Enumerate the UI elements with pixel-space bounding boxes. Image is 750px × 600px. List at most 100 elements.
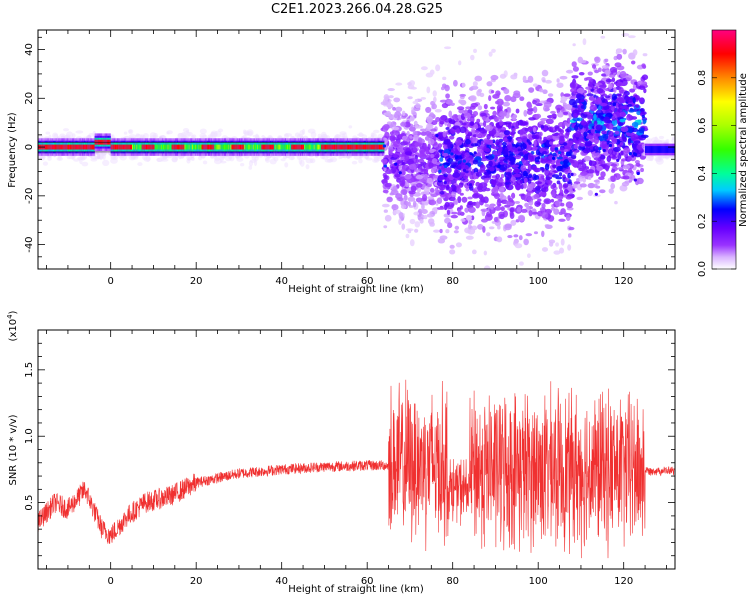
spectrogram-cell <box>613 95 618 100</box>
spectrogram-carrier <box>225 144 227 150</box>
spectrogram-carrier <box>290 144 292 150</box>
spectrogram-cell <box>605 78 613 83</box>
spectrogram-carrier <box>345 144 347 150</box>
spectrogram-carrier <box>355 144 357 150</box>
spectrogram-cell <box>446 184 450 190</box>
spectrogram-carrier <box>324 144 326 150</box>
spectrogram-cell <box>443 46 452 50</box>
spectrogram-cell <box>426 86 431 94</box>
spectrogram-cell <box>426 177 433 184</box>
spectrogram-carrier <box>332 144 335 150</box>
spectrogram-carrier <box>242 144 244 150</box>
spectrogram-cell <box>611 116 616 121</box>
spectrogram-cell <box>579 59 587 64</box>
spectrogram-carrier <box>93 144 95 150</box>
spectrogram-cell <box>449 244 455 249</box>
spectrogram-cell <box>633 140 641 144</box>
spectrogram-carrier <box>191 144 194 150</box>
spectrogram-carrier <box>367 144 369 150</box>
spectrogram-cell <box>445 127 450 131</box>
spectrogram-carrier <box>365 144 367 150</box>
spectrogram-cell <box>616 96 625 104</box>
spectrogram-carrier <box>127 144 129 150</box>
spectrogram-cell <box>407 81 412 86</box>
spectrogram-carrier <box>331 144 334 150</box>
spectrogram-carrier <box>158 144 160 150</box>
spectrogram-carrier <box>130 144 133 150</box>
spectrogram-cell <box>71 155 76 160</box>
spectrogram-cell <box>582 148 591 154</box>
spectrogram-cell <box>496 104 503 112</box>
spectrogram-cell <box>467 196 473 200</box>
spectrogram-carrier <box>199 144 201 150</box>
spectrogram-cell <box>468 206 476 214</box>
spectrogram-carrier <box>126 144 128 150</box>
spectrogram-cell <box>383 174 388 180</box>
spectrogram-cell <box>273 156 279 162</box>
spectrogram-cell <box>545 118 554 125</box>
spectrogram-cell <box>521 121 529 126</box>
spectrogram-cell <box>468 220 473 225</box>
spectrogram-cell <box>185 129 190 134</box>
spectrogram-carrier <box>358 144 360 150</box>
spectrogram-carrier <box>195 144 197 150</box>
spectrogram-cell <box>284 162 289 168</box>
spectrogram-cell <box>558 172 563 177</box>
spectrogram-cell <box>552 133 559 137</box>
spectrogram-cell <box>401 223 406 230</box>
spectrogram-carrier <box>338 144 340 150</box>
spectrogram-cell <box>593 113 597 121</box>
spectrogram-cell <box>448 119 456 125</box>
spectrogram-carrier <box>363 144 366 150</box>
spectrogram-cell <box>533 139 537 147</box>
spectrogram-cell <box>595 124 603 131</box>
spectrogram-cell <box>570 154 577 160</box>
spectrogram-carrier <box>85 144 87 150</box>
spectrogram-cell <box>496 236 503 243</box>
spectrogram-cell <box>523 109 528 117</box>
spectrogram-carrier <box>380 144 382 150</box>
spectrogram-carrier <box>205 144 207 150</box>
spectrogram-carrier <box>267 144 269 150</box>
spectrogram-cell <box>58 155 62 161</box>
spectrogram-carrier <box>230 144 232 150</box>
spectrogram-carrier <box>222 144 225 150</box>
spectrogram-cell <box>492 145 499 150</box>
spectrogram-cell <box>569 81 576 89</box>
spectrogram-cell <box>351 160 358 165</box>
spectrogram-cell <box>611 137 618 145</box>
spectrogram-cell <box>401 179 406 186</box>
spectrogram-cell <box>516 148 524 152</box>
spectrogram-cell <box>515 108 520 114</box>
spectrogram-cell <box>571 75 579 79</box>
spectrogram-carrier <box>170 144 172 150</box>
spectrogram-carrier <box>359 144 361 150</box>
spectrogram-carrier <box>284 144 287 150</box>
spectrogram-cell <box>81 161 89 167</box>
spectrogram-cell <box>475 181 481 187</box>
spectrogram-carrier <box>87 144 89 150</box>
spectrogram-cell <box>489 106 496 110</box>
spectrogram-cell <box>430 128 437 132</box>
spectrogram-cell <box>477 224 484 230</box>
spectrogram-cell <box>491 192 495 196</box>
spectrogram-carrier <box>189 144 191 150</box>
spectrogram-carrier <box>120 144 122 150</box>
spectrogram-carrier <box>160 144 163 150</box>
spectrogram-carrier <box>217 144 219 150</box>
spectrogram-cell <box>573 144 579 149</box>
spectrogram-cell <box>655 157 663 162</box>
spectrogram-cell <box>504 121 512 125</box>
spectrogram-cell <box>488 226 495 230</box>
spectrogram-carrier <box>278 144 280 150</box>
spectrogram-cell <box>415 103 421 109</box>
spectrogram-cell <box>591 150 596 158</box>
spectrogram-cell <box>393 209 402 214</box>
spectrogram-cell <box>75 130 84 134</box>
spectrogram-cell <box>580 99 585 103</box>
spectrogram-carrier <box>221 144 223 150</box>
spectrogram-carrier <box>313 144 315 150</box>
spectrogram-cell <box>519 128 525 136</box>
spectrogram-cell <box>622 175 630 180</box>
spectrogram-cell <box>455 139 463 146</box>
